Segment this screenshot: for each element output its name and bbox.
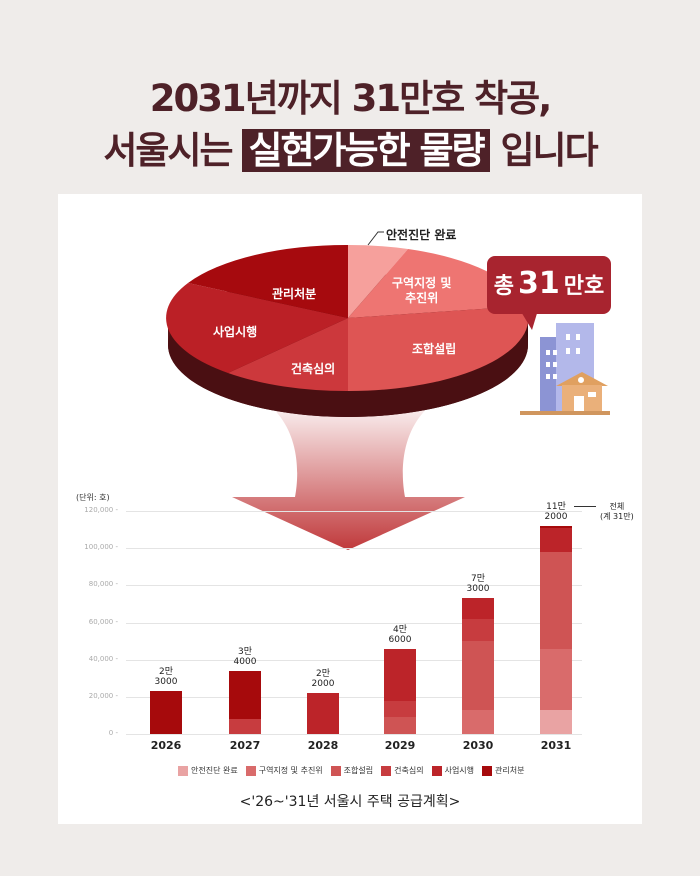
bar-segment	[384, 700, 416, 718]
bar-2029	[384, 648, 416, 734]
total-annotation-line2: (계 31만)	[600, 512, 634, 521]
bar-2030	[462, 598, 494, 734]
bar-segment	[307, 693, 339, 734]
chart-legend: 안전진단 완료 구역지정 및 추진위 조합설립 건축심의 사업시행 관리처분	[178, 765, 524, 776]
gridline	[126, 511, 582, 512]
legend-label: 건축심의	[394, 766, 424, 775]
bar-segment	[540, 648, 572, 710]
bar-segment	[540, 551, 572, 649]
gridline	[126, 659, 582, 661]
total-annotation-line1: 전체	[609, 502, 625, 511]
chart-caption: <'26~'31년 서울시 주택 공급계획>	[239, 794, 461, 810]
legend-swatch	[381, 765, 392, 776]
legend-swatch	[245, 765, 256, 776]
bar-total-label: 7만 3000	[466, 574, 490, 595]
legend-item: 안전진단 완료	[178, 765, 238, 776]
bar-total-label: 4만 6000	[388, 624, 412, 645]
total-annotation-line	[574, 506, 596, 507]
bar-segment	[384, 648, 416, 701]
legend-item: 관리처분	[482, 765, 524, 776]
legend-item: 건축심의	[381, 765, 424, 776]
pie-label-district: 구역지정 및 추진위	[392, 276, 452, 305]
x-axis-label: 2029	[384, 739, 416, 752]
x-axis-label: 2027	[229, 739, 261, 752]
legend-label: 조합설립	[343, 766, 374, 775]
pie-label-management: 관리처분	[272, 287, 317, 301]
bar-total-label: 2만 3000	[154, 667, 178, 688]
headline-highlight: 실현가능한 물량	[242, 129, 490, 172]
headline-suffix: 입니다	[500, 129, 599, 172]
bar-2026	[150, 691, 182, 734]
bar-2027	[229, 670, 261, 734]
gridline	[126, 622, 582, 624]
legend-label: 안전진단 완료	[191, 766, 238, 775]
bar-segment	[540, 527, 572, 552]
legend-item: 사업시행	[431, 765, 475, 776]
bar-segment	[540, 525, 572, 528]
gridline	[126, 734, 582, 735]
total-bubble: 총 31 만호	[487, 256, 611, 314]
y-tick-label: 60,000 -	[88, 617, 118, 626]
bar-total-label: 11만 2000	[544, 501, 568, 522]
headline-line-2: 서울시는 실현가능한 물량 입니다	[0, 120, 700, 174]
pie-label-project: 사업시행	[213, 325, 258, 339]
legend-swatch	[431, 765, 442, 776]
total-prefix: 총	[493, 274, 514, 299]
bar-2031	[540, 525, 572, 734]
bar-total-label: 3만 4000	[233, 646, 257, 667]
legend-item: 조합설립	[330, 765, 374, 776]
bar-2028	[307, 693, 339, 734]
y-tick-label: 0 -	[108, 729, 118, 737]
callout-line	[367, 231, 384, 246]
headline-line-1: 2031년까지 31만호 착공,	[149, 77, 553, 120]
y-tick-label: 100,000 -	[84, 543, 118, 552]
y-tick-label: 120,000 -	[84, 506, 118, 514]
bar-segment	[462, 618, 494, 642]
x-axis-label: 2026	[150, 739, 182, 752]
legend-swatch	[178, 765, 188, 776]
building-icon	[520, 323, 610, 415]
x-axis-label: 2028	[307, 739, 339, 752]
gridline	[126, 696, 582, 698]
total-suffix: 만호	[563, 274, 605, 299]
legend-label: 구역지정 및 추진위	[258, 766, 323, 775]
bar-segment	[462, 641, 494, 710]
pie-chart	[166, 231, 610, 550]
bar-segment	[462, 598, 494, 619]
pie-label-association: 조합설립	[412, 342, 457, 356]
legend-label: 관리처분	[495, 766, 525, 775]
total-number: 31	[518, 266, 560, 301]
y-tick-label: 40,000 -	[88, 654, 118, 663]
headline-prefix: 서울시는	[103, 129, 233, 172]
bar-segment	[384, 717, 416, 734]
legend-swatch	[482, 765, 493, 776]
bar-segment	[150, 691, 182, 734]
legend-label: 사업시행	[444, 766, 475, 775]
pie-callout-safety: 안전진단 완료	[386, 228, 457, 242]
y-tick-label: 80,000 -	[88, 580, 118, 589]
bar-total-label: 2만 2000	[311, 669, 335, 690]
legend-swatch	[330, 765, 341, 776]
bar-segment	[229, 719, 261, 734]
bar-segment	[540, 709, 572, 734]
pie-label-architecture: 건축심의	[291, 362, 336, 376]
total-annotation: 전체 (계 31만)	[600, 502, 634, 522]
x-axis-label: 2031	[540, 739, 572, 752]
x-axis-label: 2030	[462, 739, 494, 752]
gridline	[126, 585, 582, 587]
y-tick-label: 20,000 -	[88, 691, 118, 700]
bar-segment	[462, 709, 494, 734]
legend-item: 구역지정 및 추진위	[245, 765, 323, 776]
down-arrow-icon	[232, 395, 465, 550]
unit-label: (단위: 호)	[76, 493, 110, 502]
bar-segment	[229, 670, 261, 720]
gridline	[126, 548, 582, 550]
